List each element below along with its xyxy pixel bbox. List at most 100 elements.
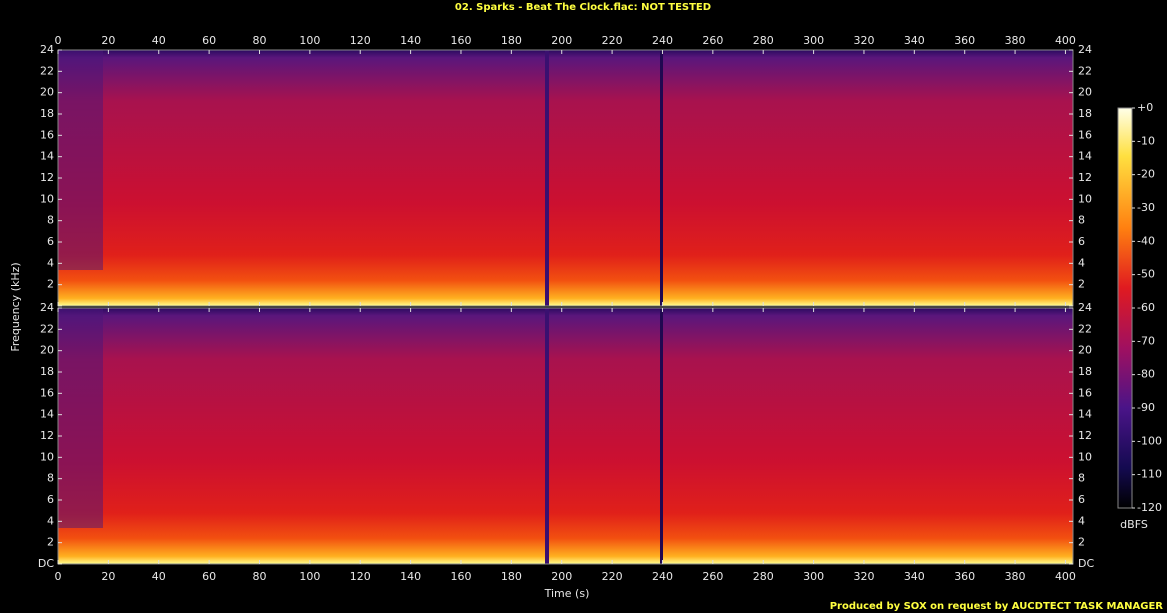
x-tick-label: 380 [1005,34,1026,47]
y-tick-label: 16 [40,128,54,141]
dropout [660,308,663,564]
y-tick-label: 8 [47,472,54,485]
x-tick-label: 80 [252,570,266,583]
colorbar-tick-label: -10 [1137,134,1155,147]
x-tick-label: 280 [753,34,774,47]
colorbar-tick-label: -110 [1137,468,1162,481]
colorbar-tick-label: +0 [1137,101,1153,114]
y-tick-label: 20 [1078,86,1092,99]
x-tick-label: 140 [400,34,421,47]
dropout [545,308,549,564]
colorbar-tick-label: -20 [1137,168,1155,181]
y-tick-label: 10 [1078,450,1092,463]
quiet-region [58,308,103,528]
y-tick-label: 22 [1078,322,1092,335]
x-tick-label: 20 [101,34,115,47]
y-tick-label: 2 [1078,536,1085,549]
colorbar-tick-label: -90 [1137,401,1155,414]
quiet-region [58,50,103,270]
spectrogram-panels [57,49,1074,565]
x-tick-label: 20 [101,570,115,583]
x-tick-label: 0 [55,570,62,583]
y-tick-label: 20 [40,344,54,357]
y-tick-label: 12 [40,429,54,442]
x-tick-label: 160 [450,34,471,47]
x-tick-label: 220 [602,34,623,47]
y-tick-label: 14 [1078,150,1092,163]
y-axis-label: Frequency (kHz) [9,262,22,351]
y-tick-label: 24 [40,43,54,56]
y-tick-label: 6 [47,493,54,506]
y-tick-label: 10 [1078,192,1092,205]
y-tick-label: 12 [1078,171,1092,184]
x-tick-label: 240 [652,570,673,583]
x-tick-label: 0 [55,34,62,47]
x-tick-label: 400 [1055,570,1076,583]
colorbar-tick-label: -50 [1137,268,1155,281]
dropout [660,50,663,306]
y-tick-label: 4 [47,514,54,527]
y-tick-label: 22 [1078,64,1092,77]
y-tick-label: 6 [47,235,54,248]
x-tick-label: 120 [350,570,371,583]
x-tick-label: 140 [400,570,421,583]
x-tick-label: 40 [152,34,166,47]
colorbar-tick-label: -60 [1137,301,1155,314]
y-tick-label: DC [38,557,54,570]
footer: Produced by SOX on request by AUCDTECT T… [830,601,1164,612]
y-tick-label: 12 [1078,429,1092,442]
y-tick-label: 8 [1078,214,1085,227]
y-tick-label: 24 [40,301,54,314]
y-tick-label: 14 [40,150,54,163]
x-axis-label: Time (s) [544,587,590,600]
y-tick-label: 18 [40,365,54,378]
x-tick-label: 200 [551,34,572,47]
y-tick-label: 14 [40,408,54,421]
x-tick-label: 40 [152,570,166,583]
chart-title: 02. Sparks - Beat The Clock.flac: NOT TE… [455,2,711,13]
x-tick-label: 340 [904,570,925,583]
y-tick-label: DC [1078,557,1094,570]
colorbar-tick-label: -70 [1137,334,1155,347]
y-tick-label: 10 [40,192,54,205]
y-tick-label: 2 [47,278,54,291]
x-tick-label: 60 [202,570,216,583]
y-tick-label: 22 [40,64,54,77]
y-tick-label: 4 [47,256,54,269]
colorbar-tick-label: -30 [1137,201,1155,214]
x-tick-label: 300 [803,34,824,47]
y-tick-label: 6 [1078,235,1085,248]
y-tick-label: 10 [40,450,54,463]
y-tick-label: 8 [47,214,54,227]
y-tick-label: 16 [1078,386,1092,399]
y-tick-label: 12 [40,171,54,184]
x-tick-label: 220 [602,570,623,583]
y-tick-label: 8 [1078,472,1085,485]
y-tick-label: 20 [40,86,54,99]
dropout [545,50,549,306]
x-tick-label: 100 [299,570,320,583]
colorbar-tick-label: -100 [1137,434,1162,447]
y-tick-label: 18 [1078,107,1092,120]
x-tick-label: 260 [702,34,723,47]
x-tick-label: 300 [803,570,824,583]
y-tick-label: 22 [40,322,54,335]
y-tick-label: 2 [47,536,54,549]
x-tick-label: 400 [1055,34,1076,47]
x-tick-label: 340 [904,34,925,47]
y-tick-label: 14 [1078,408,1092,421]
x-tick-label: 360 [954,570,975,583]
x-tick-label: 260 [702,570,723,583]
y-tick-label: 16 [40,386,54,399]
x-tick-label: 100 [299,34,320,47]
y-tick-label: 24 [1078,301,1092,314]
colorbar-tick-label: -40 [1137,234,1155,247]
x-tick-label: 240 [652,34,673,47]
colorbar-tick-label: -80 [1137,368,1155,381]
colorbar [1117,107,1133,509]
x-tick-label: 80 [252,34,266,47]
x-tick-label: 60 [202,34,216,47]
x-tick-label: 320 [853,570,874,583]
y-tick-label: 6 [1078,493,1085,506]
